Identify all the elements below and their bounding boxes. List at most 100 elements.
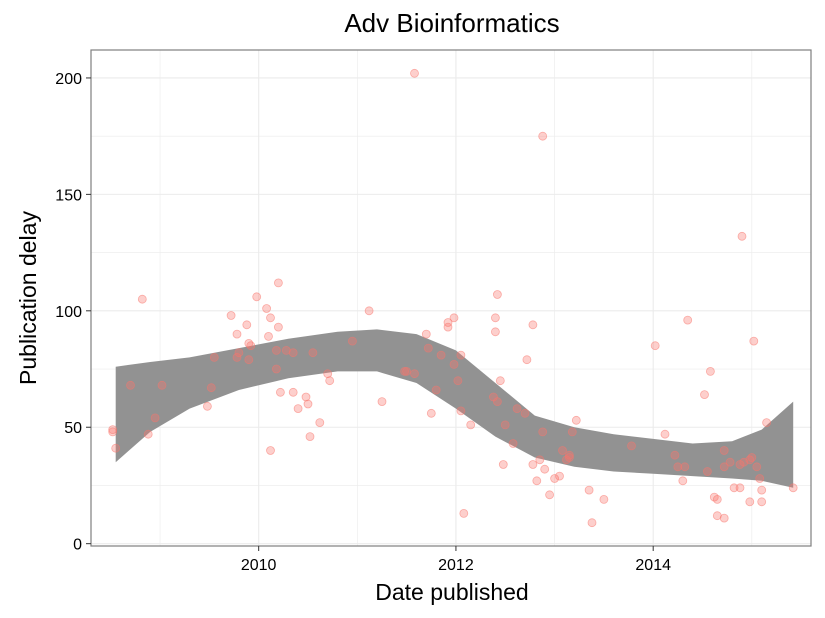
data-point xyxy=(757,497,767,507)
data-point xyxy=(252,292,262,302)
data-point xyxy=(757,485,767,495)
data-point xyxy=(244,355,254,365)
data-point xyxy=(498,460,508,469)
data-point xyxy=(495,376,505,386)
data-point xyxy=(456,406,466,416)
data-point xyxy=(323,369,333,379)
data-point xyxy=(712,511,722,521)
data-point xyxy=(492,290,502,299)
data-point xyxy=(108,425,118,435)
data-point xyxy=(303,399,313,409)
data-point xyxy=(490,327,500,337)
data-point xyxy=(423,343,433,353)
data-point xyxy=(108,427,118,437)
data-point xyxy=(431,385,441,395)
data-point xyxy=(683,315,693,325)
data-point xyxy=(150,413,160,423)
data-point xyxy=(293,404,303,414)
data-point xyxy=(538,427,548,437)
data-point xyxy=(558,446,567,455)
data-point xyxy=(443,318,453,327)
data-point xyxy=(673,462,683,472)
data-point xyxy=(565,453,574,462)
x-tick-label: 2010 xyxy=(241,557,277,574)
data-point xyxy=(719,446,729,455)
data-point xyxy=(565,450,574,460)
y-tick-label: 150 xyxy=(55,187,82,204)
x-axis-title: Date published xyxy=(375,579,528,605)
data-point xyxy=(111,443,121,453)
data-point xyxy=(709,492,719,502)
data-point xyxy=(137,294,147,304)
data-point xyxy=(550,474,559,483)
data-point xyxy=(492,397,502,407)
data-point xyxy=(490,313,500,323)
data-point xyxy=(587,518,597,528)
data-point xyxy=(747,453,757,462)
data-point xyxy=(735,483,745,493)
data-point xyxy=(678,476,688,486)
data-point xyxy=(512,404,522,414)
data-point xyxy=(737,231,747,241)
data-point xyxy=(749,336,759,346)
data-point xyxy=(528,460,538,469)
data-point xyxy=(266,313,275,323)
data-point xyxy=(508,439,518,448)
data-point xyxy=(555,471,564,481)
data-point xyxy=(762,418,771,428)
data-point xyxy=(273,278,283,288)
data-point xyxy=(288,348,298,358)
plot-area: 2010 2012 2014 0 50 100 150 200 xyxy=(55,49,812,574)
y-tick-label: 100 xyxy=(55,304,82,321)
data-point xyxy=(538,131,548,141)
data-point xyxy=(209,352,219,362)
plot-border xyxy=(90,49,812,547)
data-point xyxy=(540,464,550,474)
data-point xyxy=(364,306,374,316)
data-point xyxy=(234,348,244,358)
y-axis-title: Publication delay xyxy=(15,211,41,385)
data-point xyxy=(421,329,431,339)
data-point xyxy=(273,322,283,332)
data-point xyxy=(301,392,311,402)
data-point xyxy=(271,345,281,355)
data-point xyxy=(443,322,453,332)
data-point xyxy=(232,329,242,339)
data-point xyxy=(143,429,153,439)
data-point xyxy=(562,455,571,465)
data-point xyxy=(226,311,236,320)
data-point xyxy=(426,408,436,418)
data-point xyxy=(264,331,273,341)
data-point xyxy=(520,408,530,418)
data-point xyxy=(402,366,412,376)
data-point xyxy=(347,336,357,346)
data-point xyxy=(202,401,212,411)
data-point xyxy=(528,320,538,330)
data-point xyxy=(275,387,285,397)
data-point xyxy=(453,376,463,386)
data-point xyxy=(703,467,712,476)
data-point xyxy=(500,420,510,430)
data-point xyxy=(242,320,252,330)
data-point xyxy=(680,462,690,472)
data-point xyxy=(660,429,670,439)
data-point xyxy=(410,68,419,78)
data-point xyxy=(535,455,545,465)
y-tick-label: 0 xyxy=(73,537,82,554)
data-point xyxy=(755,474,765,483)
data-point xyxy=(262,304,272,313)
data-point xyxy=(206,383,216,393)
data-point xyxy=(157,380,167,390)
data-point xyxy=(584,485,594,495)
data-point xyxy=(315,418,325,428)
data-point xyxy=(532,476,542,486)
data-point xyxy=(400,366,410,376)
data-point xyxy=(305,432,315,442)
data-point xyxy=(571,415,581,425)
data-point xyxy=(232,352,242,362)
data-point xyxy=(271,364,281,374)
y-tick-label: 200 xyxy=(55,71,82,88)
data-point xyxy=(752,462,762,472)
